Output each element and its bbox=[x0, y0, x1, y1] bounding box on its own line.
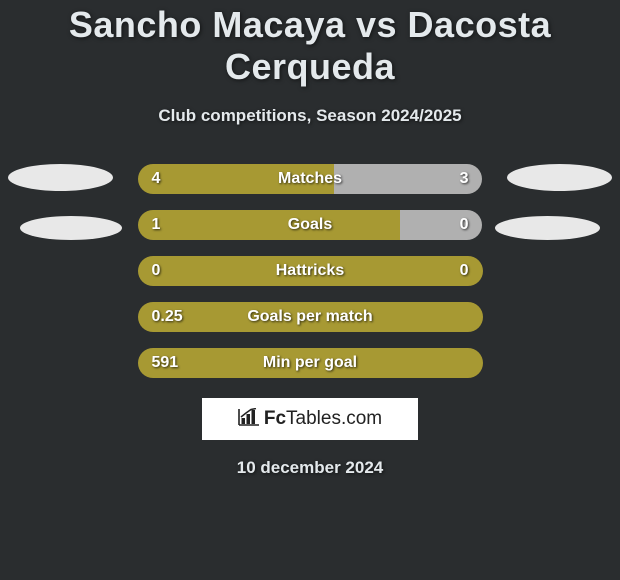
bar-left bbox=[138, 210, 400, 240]
page-title: Sancho Macaya vs Dacosta Cerqueda bbox=[0, 4, 620, 88]
comparison-card: Sancho Macaya vs Dacosta Cerqueda Club c… bbox=[0, 0, 620, 478]
bar-right bbox=[334, 164, 482, 194]
stats-area: 4Matches3 1Goals0 0Hattricks0 0.25Goals per… bbox=[0, 164, 620, 378]
decor-ellipse bbox=[507, 164, 612, 191]
decor-ellipse bbox=[8, 164, 113, 191]
decor-ellipse bbox=[20, 216, 122, 240]
bar-left bbox=[138, 164, 335, 194]
stat-row: 0.25Goals per match bbox=[138, 302, 483, 332]
logo-box[interactable]: FcTables.com bbox=[202, 398, 418, 440]
stat-row: 4Matches3 bbox=[138, 164, 483, 194]
bar-left bbox=[138, 348, 483, 378]
stat-row: 1Goals0 bbox=[138, 210, 483, 240]
bar-left bbox=[138, 256, 311, 286]
stat-row: 0Hattricks0 bbox=[138, 256, 483, 286]
logo-text: FcTables.com bbox=[264, 408, 382, 430]
bar-right bbox=[310, 256, 483, 286]
subtitle: Club competitions, Season 2024/2025 bbox=[0, 106, 620, 126]
bar-right bbox=[400, 210, 483, 240]
chart-bar-icon bbox=[238, 408, 260, 431]
fctables-logo: FcTables.com bbox=[238, 408, 382, 431]
stat-rows: 4Matches3 1Goals0 0Hattricks0 0.25Goals per… bbox=[138, 164, 483, 378]
bar-left bbox=[138, 302, 483, 332]
stat-row: 591Min per goal bbox=[138, 348, 483, 378]
date-label: 10 december 2024 bbox=[0, 458, 620, 478]
decor-ellipse bbox=[495, 216, 600, 240]
